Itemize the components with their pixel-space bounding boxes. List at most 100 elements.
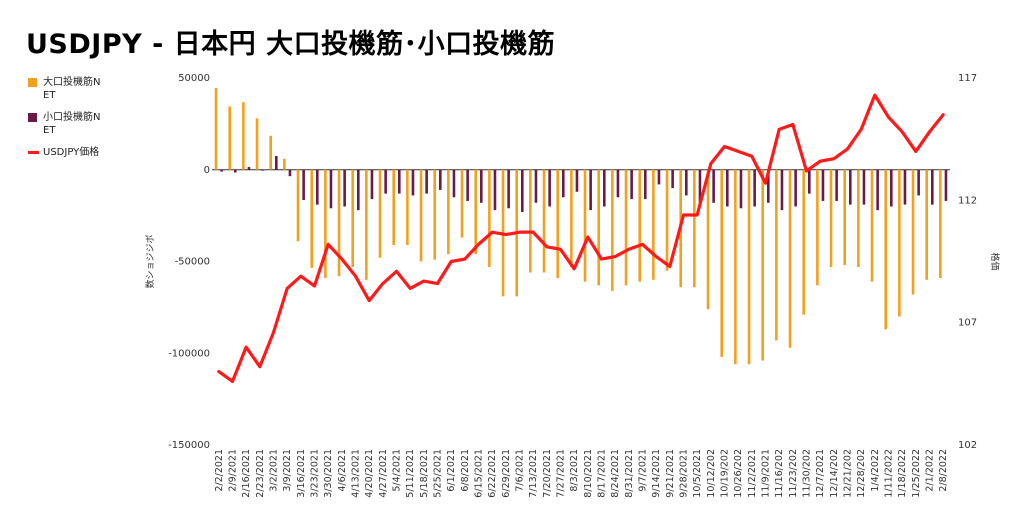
bar-large-speculators <box>337 169 341 277</box>
bar-small-speculators <box>493 169 497 211</box>
x-tick-label: 8/10/2021 <box>583 449 594 498</box>
legend-item-usdjpy-price: USDJPY価格 <box>28 146 103 159</box>
x-tick-label: 8/17/2021 <box>597 449 608 498</box>
bar-large-speculators <box>556 169 559 279</box>
y2-tick-label: 107 <box>958 318 977 329</box>
x-tick-label: 5/25/2021 <box>433 449 444 498</box>
legend-label-small: 小口投機筋NET <box>43 112 101 136</box>
x-tick-label: 5/11/2021 <box>405 449 416 498</box>
y2-tick-label: 102 <box>958 440 977 451</box>
bar-small-speculators <box>562 169 565 198</box>
bar-small-speculators <box>439 169 442 190</box>
x-tick-label: 6/29/2021 <box>501 449 512 498</box>
x-tick-label: 2/23/2021 <box>255 449 266 498</box>
x-tick-label: 6/15/2021 <box>474 449 485 498</box>
bar-large-speculators <box>788 169 792 348</box>
bar-large-speculators <box>529 169 532 273</box>
bar-small-speculators <box>944 169 948 201</box>
x-tick-label: 6/1/2021 <box>446 449 457 492</box>
x-tick-label: 2/16/2021 <box>241 449 252 498</box>
bar-large-speculators <box>324 169 327 279</box>
bar-small-speculators <box>931 169 934 205</box>
y2-tick-label: 112 <box>958 195 977 206</box>
bar-large-speculators <box>911 169 915 295</box>
bar-large-speculators <box>392 169 395 245</box>
x-tick-label: 7/6/2021 <box>515 449 526 492</box>
bar-small-speculators <box>644 169 647 200</box>
bar-large-speculators <box>925 169 928 280</box>
bar-large-speculators <box>706 169 710 310</box>
bar-small-speculators <box>780 169 784 211</box>
bar-small-speculators <box>466 169 469 201</box>
bar-small-speculators <box>357 169 360 211</box>
bar-small-speculators <box>247 166 251 170</box>
bar-small-speculators <box>903 169 907 205</box>
bar-small-speculators <box>876 169 879 211</box>
bar-large-speculators <box>406 169 409 245</box>
x-tick-label: 1/4/2022 <box>870 449 881 492</box>
bar-small-speculators <box>698 169 702 203</box>
bar-small-speculators <box>316 169 319 205</box>
x-tick-label: 9/14/2021 <box>651 449 662 498</box>
bar-small-speculators <box>821 169 825 201</box>
x-tick-label: 4/6/2021 <box>337 449 348 492</box>
legend: 大口投機筋NET 小口投機筋NET USDJPY価格 <box>28 76 103 168</box>
x-tick-label: 5/18/2021 <box>419 449 430 498</box>
bar-small-speculators <box>370 169 374 200</box>
y-tick-label: 0 <box>204 165 210 176</box>
bar-small-speculators <box>507 169 510 209</box>
bar-small-speculators <box>603 169 606 207</box>
x-tick-label: 9/7/2021 <box>638 449 649 492</box>
bar-small-speculators <box>425 169 428 194</box>
bar-small-speculators <box>411 169 415 196</box>
y-tick-label: -150000 <box>168 440 210 451</box>
bar-large-speculators <box>419 169 423 262</box>
x-tick-label: 11/9/2021 <box>761 449 772 498</box>
bar-small-speculators <box>384 169 387 194</box>
x-tick-label: 9/21/2021 <box>665 449 676 498</box>
legend-label-large: 大口投機筋NET <box>43 77 101 101</box>
x-tick-label: 6/22/2021 <box>487 449 498 498</box>
bar-small-speculators <box>849 169 852 205</box>
bar-small-speculators <box>671 169 674 189</box>
bar-small-speculators <box>616 169 620 198</box>
x-tick-label: 2/9/2021 <box>228 449 239 492</box>
legend-swatch-small <box>28 113 37 122</box>
legend-item-small-speculators: 小口投機筋NET <box>28 111 103 137</box>
y-tick-label: -100000 <box>168 348 210 359</box>
x-tick-label: 10/12/202 <box>706 449 717 498</box>
x-tick-label: 12/21/202 <box>843 449 854 498</box>
bar-large-speculators <box>638 169 641 282</box>
bar-large-speculators <box>296 169 300 242</box>
bar-small-speculators <box>835 169 838 201</box>
bar-large-speculators <box>802 169 805 315</box>
bar-large-speculators <box>870 169 874 282</box>
x-tick-label: 7/13/2021 <box>528 449 539 498</box>
legend-swatch-large <box>28 78 37 87</box>
bar-large-speculators <box>474 169 477 255</box>
x-tick-label: 3/16/2021 <box>296 449 307 498</box>
bar-large-speculators <box>255 118 259 170</box>
x-tick-label: 12/7/2021 <box>815 449 826 498</box>
bar-large-speculators <box>747 169 751 365</box>
bar-large-speculators <box>542 169 546 273</box>
bar-large-speculators <box>816 169 819 286</box>
bar-small-speculators <box>398 169 401 194</box>
x-tick-label: 1/11/2022 <box>884 449 895 498</box>
bar-large-speculators <box>597 169 600 286</box>
bar-small-speculators <box>753 169 756 207</box>
bar-small-speculators <box>589 169 592 211</box>
legend-label-price: USDJPY価格 <box>43 147 100 158</box>
bar-large-speculators <box>365 169 368 280</box>
chart-title: USDJPY - 日本円 大口投機筋･小口投機筋 <box>26 29 556 60</box>
bar-small-speculators <box>657 169 661 185</box>
legend-item-large-speculators: 大口投機筋NET <box>28 76 103 102</box>
bar-large-speculators <box>583 169 587 282</box>
bar-large-speculators <box>693 169 696 288</box>
bar-small-speculators <box>548 169 551 207</box>
x-tick-label: 9/28/2021 <box>679 449 690 498</box>
x-tick-label: 2/2/2021 <box>214 449 225 492</box>
bar-small-speculators <box>534 169 538 203</box>
bar-large-speculators <box>652 169 655 280</box>
